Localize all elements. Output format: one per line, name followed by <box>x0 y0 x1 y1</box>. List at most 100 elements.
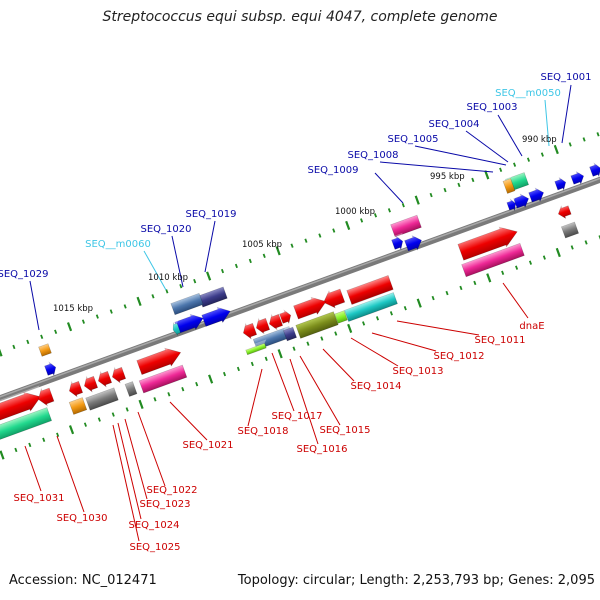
label-leader <box>289 358 319 445</box>
lower-scale-tick <box>83 422 87 427</box>
upper-scale-tick <box>471 177 475 183</box>
lower-scale-tick <box>208 374 214 384</box>
gene-feature <box>0 403 53 441</box>
lower-scale-tick <box>570 245 574 250</box>
label-leader <box>169 401 208 441</box>
feature-label-upper: SEQ_1004 <box>429 119 480 130</box>
feature-label-lower: SEQ_1031 <box>14 493 65 504</box>
label-leader <box>299 355 341 426</box>
lower-scale-tick <box>264 356 268 362</box>
lower-scale-tick <box>306 341 310 346</box>
gene-feature <box>334 306 348 324</box>
gene-feature <box>506 196 517 212</box>
gene-feature <box>174 308 204 334</box>
lower-scale-tick <box>334 331 338 336</box>
feature-label-upper: SEQ__m0050 <box>495 88 561 99</box>
gene-feature <box>170 289 204 316</box>
gene-feature <box>554 174 567 191</box>
lower-scale-tick <box>97 417 101 422</box>
upper-scale-tick <box>179 284 183 289</box>
label-leader <box>271 352 295 412</box>
lower-scale-tick <box>292 346 296 351</box>
map-title: Streptococcus equi subsp. equi 4047, com… <box>102 9 498 25</box>
upper-scale-tick <box>484 170 490 180</box>
feature-label-upper: SEQ_1009 <box>308 165 359 176</box>
upper-scale-tick <box>54 329 58 334</box>
gene-feature <box>36 384 55 407</box>
gene-feature <box>295 307 339 339</box>
lower-scale-tick <box>431 295 435 301</box>
label-leader <box>379 161 494 173</box>
gene-feature <box>513 190 529 209</box>
lower-scale-tick <box>56 432 60 437</box>
upper-scale-tick <box>540 152 544 157</box>
tick-marks <box>0 132 600 460</box>
gene-feature <box>560 218 580 239</box>
upper-scale-tick <box>248 258 252 264</box>
upper-scale-tick <box>387 208 391 213</box>
feature-label-upper: SEQ_1019 <box>186 209 237 220</box>
feature-label-lower: SEQ_1017 <box>272 411 323 422</box>
lower-scale-tick <box>362 321 366 326</box>
lower-scale-tick <box>542 255 546 260</box>
label-leader <box>502 282 529 319</box>
gene-feature <box>44 358 57 377</box>
label-leaders <box>24 84 572 542</box>
label-leader <box>497 114 523 157</box>
upper-scale-tick <box>95 314 99 319</box>
gene-feature <box>201 301 231 327</box>
upper-scale-tick <box>414 195 420 205</box>
upper-scale-tick <box>457 182 461 188</box>
label-leader <box>204 220 216 273</box>
feature-label-lower: SEQ_1022 <box>147 485 198 496</box>
lower-scale-tick <box>153 397 157 402</box>
gene-feature <box>136 341 182 375</box>
gene-feature <box>124 377 138 397</box>
upper-scale-tick <box>136 296 142 306</box>
scale-label: 1015 kbp <box>53 304 93 314</box>
feature-label-lower: SEQ_1012 <box>434 351 485 362</box>
label-leader <box>544 99 550 147</box>
gene-feature <box>85 383 119 411</box>
gene-feature <box>528 184 544 203</box>
gene-feature <box>171 319 181 336</box>
upper-scale-tick <box>123 304 127 309</box>
gene-feature <box>391 232 404 251</box>
lower-scale-tick <box>403 306 407 311</box>
upper-scale-tick <box>429 192 433 198</box>
upper-scale-tick <box>582 137 586 142</box>
lower-scale-tick <box>445 290 449 296</box>
upper-scale-tick <box>40 334 44 340</box>
gene-feature <box>321 285 346 309</box>
label-leader <box>124 418 148 500</box>
lower-scale-tick <box>473 280 477 286</box>
label-leader <box>29 280 40 331</box>
accession-text: Accession: NC_012471 <box>9 573 157 588</box>
gene-feature <box>82 372 99 393</box>
feature-label-lower: SEQ_1025 <box>130 542 181 553</box>
gene-feature <box>346 271 394 305</box>
upper-scale-tick <box>401 203 405 208</box>
feature-label-lower: SEQ_1024 <box>129 520 180 531</box>
upper-scale-tick <box>553 144 559 155</box>
gene-feature <box>344 288 398 322</box>
feature-label-upper: SEQ_1029 <box>0 269 49 280</box>
gene-feature <box>461 239 525 278</box>
lower-scale-tick <box>250 361 254 367</box>
label-leader <box>56 435 85 513</box>
upper-scale-tick <box>499 167 503 172</box>
upper-scale-tick <box>275 246 281 256</box>
gene-feature <box>293 291 327 320</box>
gene-feature <box>570 167 585 185</box>
upper-scale-tick <box>513 162 517 167</box>
feature-label-upper: SEQ_1008 <box>348 150 399 161</box>
lower-scale-tick <box>375 316 380 321</box>
label-leader <box>350 337 399 367</box>
upper-scale-tick <box>220 268 225 274</box>
feature-label-lower: SEQ_1018 <box>238 426 289 437</box>
feature-label-lower: SEQ_1030 <box>57 513 108 524</box>
label-leader <box>396 320 480 336</box>
lower-scale-tick <box>236 366 240 372</box>
gene-feature <box>267 310 284 331</box>
feature-label-lower: SEQ_1011 <box>475 335 526 346</box>
